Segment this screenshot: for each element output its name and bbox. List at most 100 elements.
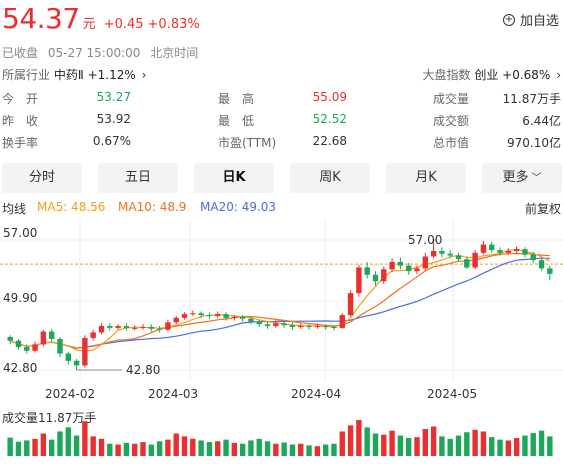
volume-bar (547, 436, 553, 456)
volume-bar (273, 443, 279, 456)
candle-body (82, 337, 88, 366)
market-status: 已收盘 05-27 15:00:00 北京时间 (2, 44, 204, 61)
volume-bar (505, 440, 512, 456)
volume-bar (206, 442, 213, 456)
stat-label: 市盈(TTM) (218, 136, 277, 150)
volume-bar (115, 444, 121, 456)
volume-bar (15, 441, 22, 456)
plus-circle-icon: + (502, 13, 515, 26)
tab-daily-k[interactable]: 日K (194, 163, 274, 193)
volume-bar (372, 433, 379, 456)
x-tick-label: 2024-03 (148, 387, 198, 401)
volume-bar (148, 444, 155, 456)
candle-body (405, 265, 412, 272)
volume-bar (107, 443, 113, 456)
candle-body (40, 331, 47, 345)
x-tick-label: 2024-05 (427, 387, 477, 401)
candle-body (107, 326, 113, 328)
volume-bar (430, 426, 437, 456)
tab-more[interactable]: 更多 ﹀ (482, 163, 562, 193)
stats-row: 换手率 0.67% 市盈(TTM) 22.68 总市值 970.10亿 (0, 134, 563, 154)
index-name: 创业 (474, 68, 499, 82)
volume-bar (239, 443, 246, 456)
candle-body (397, 261, 404, 266)
volume-bar (215, 441, 221, 456)
volume-bar (447, 438, 453, 456)
ma10-line (9, 252, 550, 349)
y-tick-label: 57.00 (3, 226, 37, 240)
volume-bar (156, 441, 163, 456)
volume-bar (223, 439, 229, 456)
volume-bar (123, 442, 130, 456)
y-tick-label: 49.90 (3, 291, 37, 305)
candle-body (15, 340, 22, 348)
volume-bar (131, 443, 138, 456)
tab-intraday[interactable]: 分时 (2, 163, 82, 193)
volume-bar (364, 427, 370, 456)
adjust-button[interactable]: 前复权 (524, 202, 561, 216)
candle-body (190, 313, 196, 315)
volume-bar (522, 435, 528, 456)
volume-bar (472, 429, 478, 456)
candle-body (306, 326, 312, 328)
volume-bar (181, 436, 188, 456)
stat-label: 成交额 (433, 114, 470, 128)
volume-bar (40, 433, 47, 456)
candle-body (264, 324, 271, 327)
candle-body (322, 326, 329, 328)
volume-bar (381, 434, 387, 456)
candle-body (32, 344, 38, 351)
volume-bar (414, 437, 420, 456)
candle-body (414, 268, 420, 272)
volume-bar (248, 440, 254, 456)
candle-body (298, 326, 304, 328)
candle-body (314, 326, 321, 328)
tab-weekly-k[interactable]: 周K (290, 163, 370, 193)
volume-bar (24, 440, 30, 456)
tab-monthly-k[interactable]: 月K (386, 163, 466, 193)
candle-body (489, 244, 495, 251)
candle-body (239, 316, 246, 319)
stat-volume: 11.87万手 (502, 92, 561, 106)
volume-bar (90, 436, 96, 456)
volume-bar (306, 445, 312, 456)
volume-bar (439, 436, 445, 456)
candle-body (231, 316, 238, 318)
add-watchlist-button[interactable]: + 加自选 (502, 10, 559, 29)
stat-label: 换手率 (2, 136, 39, 150)
low-annotation-label: 42.80 (126, 363, 160, 377)
industry-link[interactable]: 所属行业 中药Ⅱ +1.12% › (2, 66, 146, 83)
y-tick-label: 42.80 (3, 361, 37, 375)
candle-body (156, 328, 163, 330)
candle-body (206, 315, 213, 317)
candle-body (281, 323, 287, 326)
ma10-label: MA10: 48.9 (118, 200, 187, 214)
volume-bar (289, 444, 296, 456)
tab-five-day[interactable]: 五日 (98, 163, 178, 193)
chevron-right-icon: › (141, 68, 147, 82)
candle-body (522, 249, 528, 255)
volume-bar (331, 443, 337, 456)
volume-bar (7, 437, 13, 456)
volume-bar (530, 433, 536, 456)
candle-body (73, 360, 80, 366)
volume-bar (264, 441, 271, 456)
kline-chart[interactable]: 57.00 49.90 42.80 57.00 42.80 2024-02 2024-03 2… (0, 220, 563, 464)
index-link[interactable]: 大盘指数 创业 +0.68% › (422, 66, 561, 83)
industry-name: 中药Ⅱ (53, 68, 84, 82)
price-change: +0.45 (103, 17, 144, 32)
volume-bar (455, 435, 462, 456)
candle-body (181, 314, 188, 318)
volume-bar (256, 438, 262, 456)
candle-body (372, 274, 379, 282)
chevron-down-icon: ﹀ (531, 173, 542, 184)
volume-bar (397, 435, 404, 456)
volume-bar (48, 439, 55, 456)
volume-bar (73, 435, 80, 456)
candle-body (480, 244, 487, 253)
ma20-label: MA20: 49.03 (200, 200, 277, 214)
candle-body (530, 254, 536, 261)
volume-bar (231, 442, 238, 456)
stat-turnover-rate: 0.67% (92, 134, 131, 148)
candle-body (547, 268, 553, 274)
